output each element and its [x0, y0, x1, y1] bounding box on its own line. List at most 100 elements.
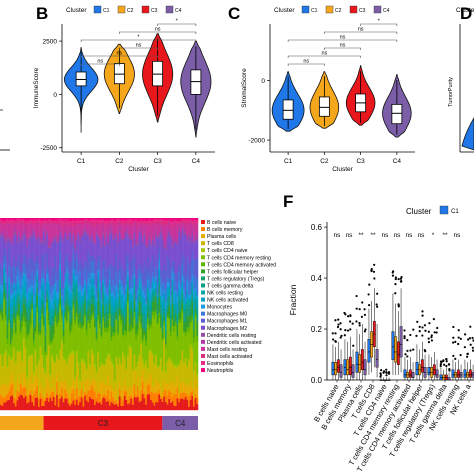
stacked-bar-segment: [191, 295, 194, 302]
stacked-bar-segment: [145, 218, 148, 222]
stacked-bar-segment: [13, 381, 16, 398]
stacked-bar-segment: [133, 355, 136, 372]
stacked-bar-segment: [61, 342, 63, 381]
stacked-bar-segment: [128, 237, 131, 240]
stacked-bar-segment: [92, 312, 95, 317]
outlier-point: [469, 343, 472, 346]
stacked-bar-segment: [115, 403, 118, 411]
stacked-bar-segment: [143, 313, 146, 316]
stacked-bar-segment: [125, 387, 128, 392]
stacked-bar-segment: [8, 306, 11, 320]
stacked-bar-segment: [21, 320, 24, 327]
stacked-bar-segment: [57, 281, 60, 293]
stacked-bar-segment: [191, 316, 194, 321]
stacked-bar-segment: [57, 312, 60, 321]
stacked-bar-segment: [133, 290, 136, 294]
stacked-bar-segment: [122, 218, 124, 220]
stacked-bar-segment: [3, 291, 6, 298]
panel-letter-d: D: [460, 4, 472, 23]
stacked-bar-segment: [113, 236, 116, 240]
stacked-bar-segment: [194, 393, 197, 398]
stacked-bar-segment: [84, 221, 87, 228]
stacked-bar-segment: [54, 238, 57, 256]
stacked-bar-segment: [169, 267, 172, 289]
stacked-bar-segment: [21, 230, 24, 237]
box-iqr-c4: [391, 103, 403, 125]
stacked-bar-segment: [14, 231, 17, 236]
stacked-bar-segment: [14, 234, 17, 269]
stacked-bar-segment: [100, 298, 103, 304]
stacked-bar-segment: [148, 239, 151, 270]
stacked-bar-segment: [79, 241, 82, 261]
stacked-bar-segment: [160, 269, 162, 278]
stacked-bar-segment: [127, 232, 129, 237]
stacked-bar-segment: [92, 224, 95, 238]
stacked-bar-segment: [141, 290, 144, 296]
significance-bracket: [324, 31, 398, 34]
legend-title: Cluster: [456, 7, 474, 14]
stacked-bar-segment: [51, 309, 54, 317]
stacked-bar-segment: [102, 364, 105, 366]
stacked-bar-segment: [66, 270, 68, 274]
stacked-bar-segment: [37, 232, 40, 237]
outlier-point: [349, 314, 352, 317]
stacked-bar-segment: [51, 242, 54, 244]
stacked-bar-segment: [103, 238, 106, 246]
stacked-bar-segment: [47, 308, 50, 313]
stacked-bar-segment: [47, 238, 50, 247]
stacked-bar-segment: [87, 224, 90, 232]
stacked-bar-segment: [148, 290, 151, 293]
stacked-bar-segment: [156, 383, 159, 394]
stacked-bar-segment: [193, 242, 195, 244]
stacked-bar-segment: [41, 388, 44, 398]
legend-swatch: [201, 290, 205, 295]
stacked-bar-segment: [125, 218, 128, 221]
stacked-bar-segment: [18, 353, 21, 384]
stacked-bar-segment: [132, 384, 134, 399]
stacked-bar-segment: [196, 322, 199, 336]
stacked-bar-segment: [151, 222, 154, 225]
stacked-bar-segment: [49, 221, 52, 224]
stacked-bar-segment: [194, 309, 197, 314]
outlier-point: [436, 326, 439, 330]
stacked-bar-segment: [179, 318, 182, 323]
stacked-bar-segment: [57, 302, 60, 305]
stacked-bar-segment: [166, 282, 169, 288]
stacked-bar-segment: [107, 319, 110, 328]
stacked-bar-segment: [123, 222, 126, 225]
stacked-bar-segment: [39, 218, 42, 221]
outlier-point: [363, 313, 366, 316]
stacked-bar-segment: [196, 341, 199, 374]
stacked-bar-segment: [4, 287, 7, 292]
stacked-bar-segment: [70, 325, 73, 331]
stacked-bar-segment: [165, 224, 167, 242]
stacked-bar-segment: [29, 323, 32, 328]
stacked-bar-segment: [151, 402, 154, 411]
stacked-bar-segment: [112, 279, 115, 292]
stacked-bar-segment: [158, 390, 161, 395]
significance-label: **: [370, 232, 376, 239]
stacked-bar-segment: [42, 324, 45, 327]
stacked-bar-segment: [189, 391, 192, 400]
outlier-point: [448, 369, 451, 372]
stacked-bar-segment: [102, 222, 105, 229]
stacked-bar-segment: [127, 404, 129, 411]
stacked-bar-segment: [151, 314, 154, 354]
stacked-bar-segment: [179, 359, 182, 361]
stacked-bar-segment: [61, 237, 63, 271]
stacked-bar-segment: [184, 308, 187, 312]
stacked-bar-segment: [158, 318, 161, 366]
stacked-bar-segment: [57, 218, 60, 220]
stacked-bar-segment: [18, 253, 21, 272]
stacked-bar-segment: [128, 403, 131, 411]
stacked-bar-segment: [46, 302, 49, 309]
stacked-bar-segment: [173, 234, 176, 242]
stacked-bar-segment: [11, 339, 14, 357]
stacked-bar-segment: [97, 234, 100, 237]
stacked-bar-segment: [174, 314, 177, 323]
stacked-bar-segment: [49, 223, 52, 242]
stacked-bar-segment: [97, 221, 100, 225]
stacked-bar-segment: [31, 228, 34, 235]
stacked-bar-segment: [123, 220, 126, 223]
stacked-bar-segment: [28, 278, 30, 289]
